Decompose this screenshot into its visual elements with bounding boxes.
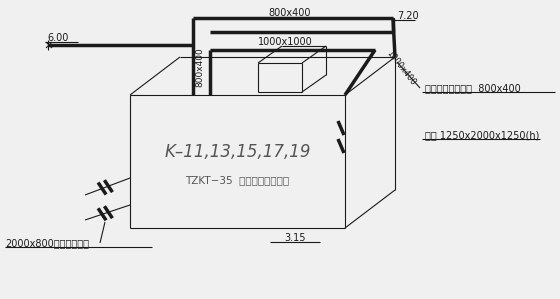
- Text: 6.00: 6.00: [47, 33, 69, 43]
- Text: 1000x400: 1000x400: [385, 49, 418, 87]
- Text: K–11,13,15,17,19: K–11,13,15,17,19: [164, 143, 311, 161]
- Text: 7.20: 7.20: [397, 11, 419, 21]
- Text: 800x400: 800x400: [269, 8, 311, 18]
- Text: 1000x1000: 1000x1000: [258, 37, 312, 47]
- Text: 2000x800单层百叶风口: 2000x800单层百叶风口: [5, 238, 89, 248]
- Text: 800x400: 800x400: [195, 47, 204, 87]
- Text: 单层防水百叶风口  800x400: 单层防水百叶风口 800x400: [425, 83, 521, 93]
- Text: TZKT−35  卧式空气处理机组: TZKT−35 卧式空气处理机组: [185, 175, 290, 185]
- Text: 框筱 1250x2000x1250(h): 框筱 1250x2000x1250(h): [425, 130, 539, 140]
- Text: 3.15: 3.15: [284, 233, 306, 243]
